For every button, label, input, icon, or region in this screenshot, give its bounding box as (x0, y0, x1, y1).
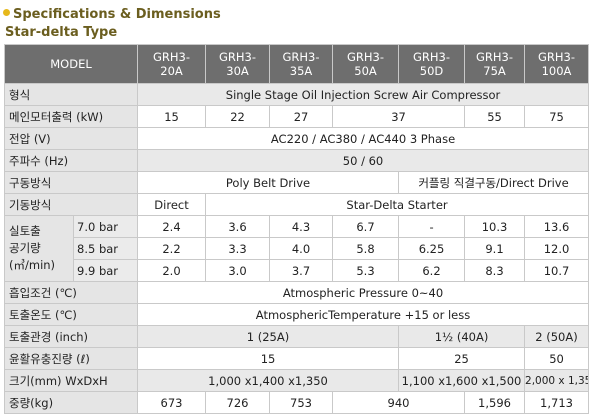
cell-value: Atmospheric Pressure 0~40 (137, 281, 590, 304)
cell-value: 2 (50A) (524, 325, 590, 348)
header-model: MODEL (3, 44, 139, 84)
cell-value: 50 / 60 (137, 149, 590, 172)
cell-value: 1,000 x1,400 x1,350 (137, 369, 400, 392)
row-label: 윤활유충진량 (ℓ) (3, 347, 139, 370)
row-motor: 메인모터출력 (kW) 15 22 27 37 55 75 (3, 105, 590, 128)
cell-value: Star-Delta Starter (205, 193, 590, 216)
cell-value: 55 (464, 105, 526, 128)
cell-value: 1,596 (464, 391, 526, 414)
cell-value: 8.3 (464, 259, 526, 282)
cell-value: 2.4 (137, 215, 207, 238)
header-row: MODEL GRH3- 20A GRH3- 30A GRH3- 35A GRH3… (3, 44, 590, 84)
row-intake: 흡입조건 (℃) Atmospheric Pressure 0~40 (3, 281, 590, 304)
cell-value: Single Stage Oil Injection Screw Air Com… (137, 83, 590, 106)
row-frequency: 주파수 (Hz) 50 / 60 (3, 149, 590, 172)
row-size: 크기(mm) WxDxH 1,000 x1,400 x1,350 1,100 x… (3, 369, 590, 392)
cell-value: 3.3 (205, 237, 271, 260)
row-pipe: 토출관경 (inch) 1 (25A) 1½ (40A) 2 (50A) (3, 325, 590, 348)
cell-value: 12.0 (524, 237, 590, 260)
row-label: 기동방식 (3, 193, 139, 216)
section-header: Specifications & Dimensions Star-delta T… (0, 0, 591, 44)
header-model-75a: GRH3- 75A (464, 44, 526, 84)
cell-value: 3.7 (269, 259, 334, 282)
cell-value: 726 (205, 391, 271, 414)
pressure-label: 8.5 bar (72, 237, 139, 260)
cell-value: 15 (137, 105, 207, 128)
row-delivery-99bar: 9.9 bar 2.0 3.0 3.7 5.3 6.2 8.3 10.7 (5, 259, 590, 282)
row-label: 토출관경 (inch) (3, 325, 139, 348)
row-label: 흡입조건 (℃) (3, 281, 139, 304)
row-label: 형식 (3, 83, 139, 106)
cell-value: 6.25 (398, 237, 466, 260)
cell-value: AtmosphericTemperature +15 or less (137, 303, 590, 326)
cell-value: 2.2 (137, 237, 207, 260)
header-model-50a: GRH3- 50A (332, 44, 400, 84)
row-label: 메인모터출력 (kW) (3, 105, 139, 128)
cell-value: 75 (524, 105, 590, 128)
cell-value: 3.6 (205, 215, 271, 238)
row-label: 토출온도 (℃) (3, 303, 139, 326)
row-start: 기동방식 Direct Star-Delta Starter (3, 193, 590, 216)
cell-value: 커플링 직결구동/Direct Drive (398, 171, 590, 194)
pressure-label: 9.9 bar (72, 259, 139, 282)
cell-value: 13.6 (524, 215, 590, 238)
cell-value: 6.7 (332, 215, 400, 238)
cell-value: 10.3 (464, 215, 526, 238)
cell-value: 5.3 (332, 259, 400, 282)
row-label: 구동방식 (3, 171, 139, 194)
pressure-label: 7.0 bar (72, 215, 139, 238)
cell-value: 5.8 (332, 237, 400, 260)
cell-value: 3.0 (205, 259, 271, 282)
cell-value: 6.2 (398, 259, 466, 282)
row-label: 주파수 (Hz) (3, 149, 139, 172)
cell-value: 22 (205, 105, 271, 128)
cell-value: 2,000 x 1,350 x 1,700 (524, 369, 590, 392)
cell-value: 9.1 (464, 237, 526, 260)
cell-value: 15 (137, 347, 400, 370)
cell-value: - (398, 215, 466, 238)
header-model-20a: GRH3- 20A (137, 44, 207, 84)
row-delivery-85bar: 8.5 bar 2.2 3.3 4.0 5.8 6.25 9.1 12.0 (5, 237, 590, 260)
cell-value: 753 (269, 391, 334, 414)
cell-value: 2.0 (137, 259, 207, 282)
cell-value: 10.7 (524, 259, 590, 282)
header-model-50d: GRH3- 50D (398, 44, 466, 84)
section-title: Specifications & Dimensions (3, 7, 221, 22)
cell-value: 25 (398, 347, 526, 370)
bullet-dot-icon (3, 9, 10, 16)
cell-value: 940 (332, 391, 466, 414)
cell-value: AC220 / AC380 / AC440 3 Phase (137, 127, 590, 150)
row-drive: 구동방식 Poly Belt Drive 커플링 직결구동/Direct Dri… (3, 171, 590, 194)
row-label-delivery: 실토출 공기량 (㎥/min) (4, 215, 74, 282)
row-label: 전압 (V) (3, 127, 139, 150)
cell-value: 1½ (40A) (398, 325, 526, 348)
cell-value: 50 (524, 347, 590, 370)
cell-value: 1,100 x1,600 x1,500 (398, 369, 526, 392)
cell-value: Poly Belt Drive (137, 171, 400, 194)
cell-value: 1 (25A) (137, 325, 400, 348)
section-subtitle: Star-delta Type (5, 25, 118, 40)
row-type: 형식 Single Stage Oil Injection Screw Air … (3, 83, 590, 106)
cell-value: 4.0 (269, 237, 334, 260)
cell-value: 673 (137, 391, 207, 414)
header-model-100a: GRH3- 100A (524, 44, 590, 84)
section-title-text: Specifications & Dimensions (13, 7, 221, 22)
row-discharge-temp: 토출온도 (℃) AtmosphericTemperature +15 or l… (3, 303, 590, 326)
row-label: 크기(mm) WxDxH (3, 369, 139, 392)
cell-value: 37 (332, 105, 466, 128)
header-model-35a: GRH3- 35A (269, 44, 334, 84)
row-delivery-7bar: 실토출 공기량 (㎥/min) 7.0 bar 2.4 3.6 4.3 6.7 … (4, 215, 590, 282)
row-label: 중량(kg) (3, 391, 139, 414)
spec-table: MODEL GRH3- 20A GRH3- 30A GRH3- 35A GRH3… (3, 44, 590, 414)
cell-value: Direct (137, 193, 207, 216)
row-weight: 중량(kg) 673 726 753 940 1,596 1,713 (3, 391, 590, 414)
header-model-30a: GRH3- 30A (205, 44, 271, 84)
cell-value: 4.3 (269, 215, 334, 238)
row-voltage: 전압 (V) AC220 / AC380 / AC440 3 Phase (3, 127, 590, 150)
row-oil: 윤활유충진량 (ℓ) 15 25 50 (3, 347, 590, 370)
cell-value: 27 (269, 105, 334, 128)
cell-value: 1,713 (524, 391, 590, 414)
